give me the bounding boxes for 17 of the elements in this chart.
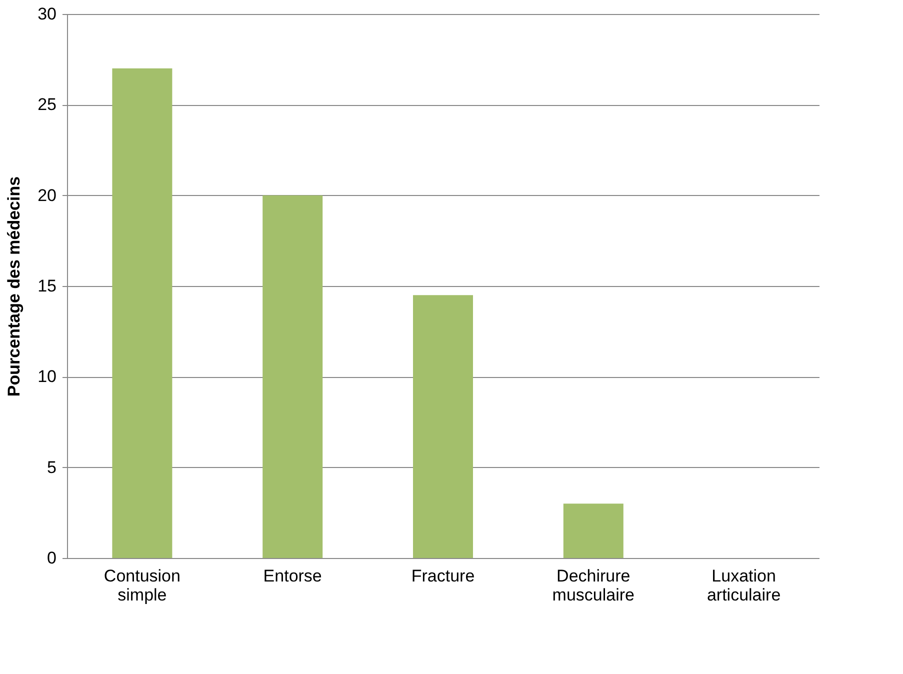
bar xyxy=(563,504,624,558)
bar xyxy=(413,295,473,558)
x-tick-label: Dechirure musculaire xyxy=(552,566,634,604)
x-tick-label: Contusion simple xyxy=(104,566,180,604)
y-tick-label: 10 xyxy=(38,367,56,386)
x-tick-label: Fracture xyxy=(411,566,475,586)
y-tick-label: 25 xyxy=(38,95,56,114)
y-axis-title: Pourcentage des médecins xyxy=(4,176,24,397)
y-tick-label: 20 xyxy=(38,186,56,205)
y-tick-label: 30 xyxy=(38,4,56,24)
y-tick-label: 15 xyxy=(38,276,56,296)
y-tick-label: 5 xyxy=(47,458,56,477)
y-tick-label: 0 xyxy=(47,548,56,568)
bar xyxy=(112,68,172,558)
bar xyxy=(262,195,323,558)
x-tick-label: Luxation articulaire xyxy=(706,566,781,604)
x-tick-label: Entorse xyxy=(263,566,322,586)
